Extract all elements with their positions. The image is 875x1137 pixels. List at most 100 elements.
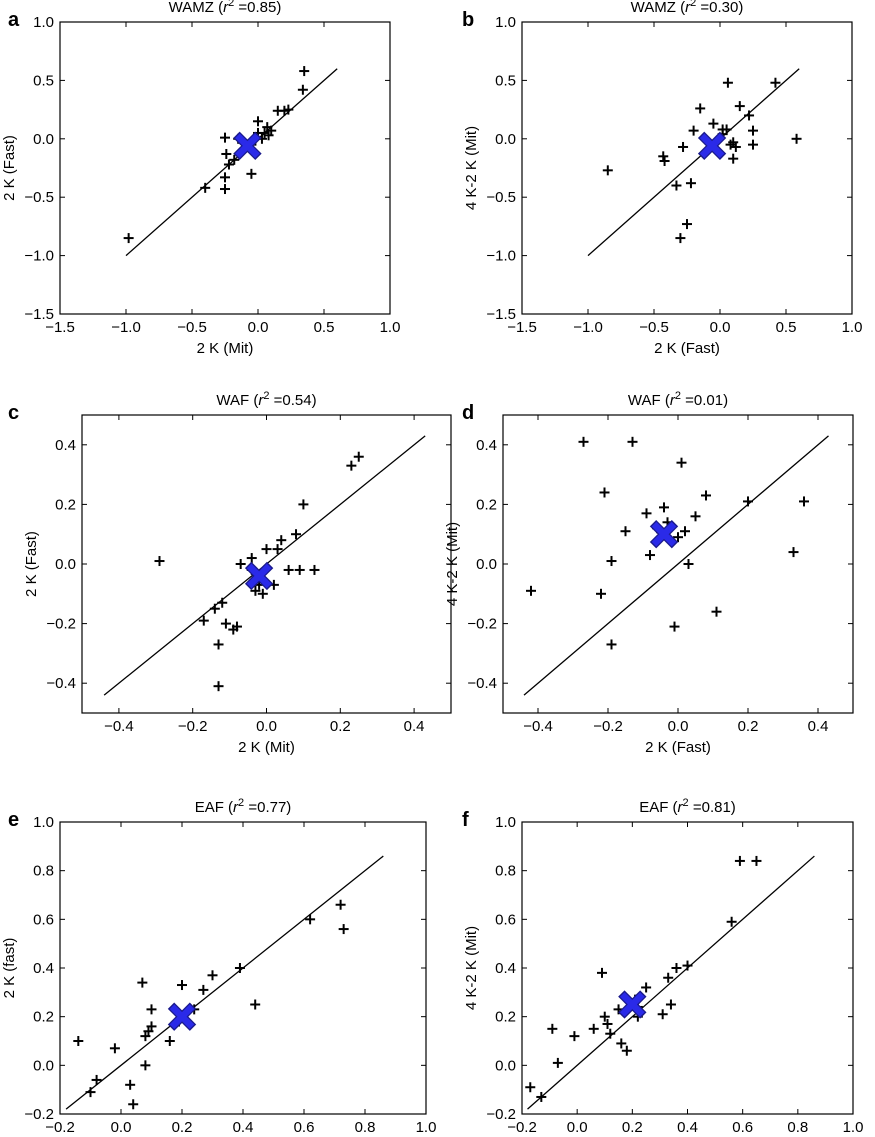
- title-exponent: 2: [263, 390, 269, 402]
- x-tick-label: 0.2: [172, 1119, 193, 1136]
- title-prefix: WAF (: [216, 392, 258, 409]
- mean-marker: [233, 131, 262, 160]
- data-point: [641, 982, 652, 993]
- title-exponent: 2: [675, 390, 681, 402]
- y-tick-label: 1.0: [33, 814, 54, 831]
- title-prefix: EAF (: [195, 799, 233, 816]
- data-point: [305, 914, 316, 925]
- y-tick-label: 0.5: [33, 72, 54, 89]
- data-point: [220, 172, 230, 183]
- y-tick-label: 0.8: [33, 863, 54, 880]
- data-point: [688, 125, 699, 136]
- data-point: [685, 178, 696, 189]
- x-tick-label: 1.0: [416, 1119, 437, 1136]
- data-point: [708, 118, 719, 129]
- data-point: [711, 606, 722, 617]
- y-tick-label: 0.4: [495, 960, 516, 977]
- data-point: [353, 451, 364, 462]
- data-point: [673, 532, 683, 543]
- data-point: [675, 233, 686, 244]
- data-point: [659, 155, 670, 166]
- identity-line: [65, 855, 384, 1110]
- chart-title: WAF (r2 =0.54): [216, 390, 316, 409]
- data-point: [734, 855, 745, 866]
- x-tick-label: 0.4: [677, 1119, 698, 1136]
- y-tick-label: 0.2: [495, 1009, 516, 1026]
- data-point: [213, 639, 224, 650]
- data-point: [791, 133, 802, 144]
- mean-marker: [244, 561, 274, 591]
- y-axis-label: 2 K (Fast): [1, 135, 18, 201]
- data-point: [743, 496, 753, 507]
- data-point: [91, 1074, 102, 1085]
- x-tick-label: −0.4: [104, 718, 134, 735]
- plot-frame: [59, 821, 427, 1115]
- data-point: [658, 151, 669, 162]
- x-tick-label: −0.2: [507, 1119, 537, 1136]
- y-tick-label: −0.5: [486, 189, 516, 206]
- panel-letter: c: [8, 402, 19, 424]
- title-suffix: =0.54): [269, 392, 316, 409]
- data-point: [209, 603, 220, 614]
- data-point: [602, 165, 613, 176]
- data-point: [231, 621, 242, 632]
- data-point: [220, 618, 231, 629]
- mean-marker: [649, 520, 679, 549]
- x-tick-label: 1.0: [380, 319, 401, 336]
- x-axis-label: 2 K (Mit): [197, 340, 254, 357]
- data-point: [266, 125, 277, 136]
- data-point: [164, 1036, 175, 1046]
- data-point: [220, 132, 230, 143]
- data-point: [235, 559, 246, 569]
- title-exponent: 2: [690, 0, 696, 9]
- x-tick-label: −1.5: [45, 319, 75, 336]
- y-tick-label: 0.0: [55, 556, 76, 573]
- data-point: [123, 233, 134, 244]
- data-point: [276, 535, 287, 546]
- title-r: r: [223, 0, 229, 16]
- data-point: [128, 1099, 139, 1110]
- data-point: [645, 550, 655, 561]
- data-point: [682, 960, 693, 971]
- data-point: [616, 1038, 627, 1049]
- data-point: [730, 141, 741, 152]
- data-point: [671, 180, 682, 191]
- y-tick-label: −0.2: [486, 1106, 516, 1123]
- data-point: [154, 556, 165, 567]
- y-tick-label: 0.0: [495, 131, 516, 148]
- y-tick-label: 0.4: [33, 960, 54, 977]
- y-tick-label: 1.0: [495, 814, 516, 831]
- panel-e: e EAF (r2 =0.77) −0.2 0.0 0.2 0.4 0.6 0.8 1.0 −0.…: [1, 797, 437, 1136]
- data-point: [641, 508, 652, 519]
- y-tick-label: −1.5: [24, 306, 54, 323]
- panel-letter: e: [8, 809, 19, 831]
- title-suffix: =0.30): [696, 0, 743, 16]
- data-point: [338, 924, 349, 935]
- data-point: [665, 999, 676, 1010]
- data-point: [299, 66, 310, 77]
- data-point: [701, 490, 711, 501]
- y-tick-label: 0.6: [495, 911, 516, 928]
- panel-a: a WAMZ (r2 =0.85) −1.5 −1.0 −0.5 0.0 0.5 1.0 −1.…: [1, 0, 400, 357]
- x-tick-label: 0.6: [294, 1119, 315, 1136]
- y-tick-label: −0.5: [24, 189, 54, 206]
- data-point: [683, 559, 694, 569]
- data-point: [728, 153, 739, 164]
- x-tick-label: 0.5: [776, 319, 797, 336]
- y-tick-label: −0.4: [46, 675, 76, 692]
- title-suffix: =0.85): [234, 0, 281, 16]
- y-tick-label: −0.2: [46, 616, 76, 633]
- chart-title: EAF (r2 =0.81): [639, 797, 736, 816]
- data-point: [671, 963, 682, 973]
- panel-f: f EAF (r2 =0.81) −0.2 0.0 0.2 0.4 0.6 0.8 1.0 −0.…: [462, 797, 863, 1136]
- data-point: [722, 77, 733, 88]
- title-suffix: =0.01): [681, 392, 728, 409]
- data-point: [335, 899, 346, 910]
- data-point: [526, 585, 536, 596]
- x-axis-label: 2 K (Mit): [238, 739, 295, 756]
- identity-line: [125, 68, 338, 257]
- data-point: [291, 529, 302, 540]
- data-point: [272, 544, 283, 555]
- panel-letter: b: [462, 9, 474, 31]
- data-point: [690, 511, 701, 522]
